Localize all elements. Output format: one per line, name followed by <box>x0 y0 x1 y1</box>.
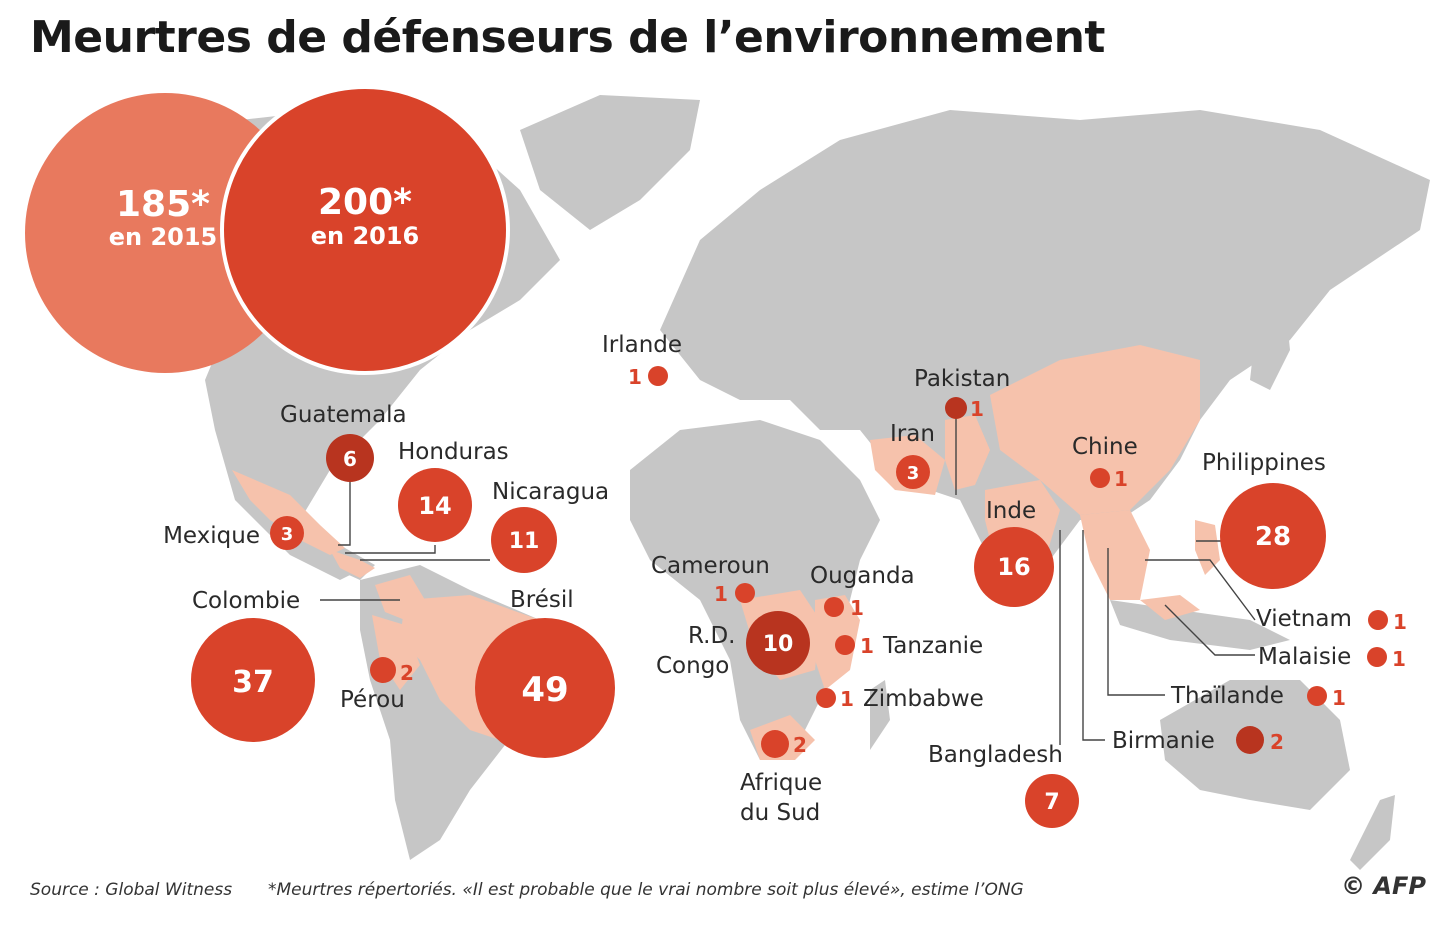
perou-label: Pérou <box>340 687 405 713</box>
chine-count: 1 <box>1114 467 1128 491</box>
iran-count: 3 <box>907 463 920 484</box>
vietnam-count: 1 <box>1393 610 1407 634</box>
footnote: *Meurtres répertoriés. «Il est probable … <box>268 880 1024 900</box>
malaisie-label: Malaisie <box>1258 644 1351 670</box>
source-note: Source : Global Witness <box>30 880 232 900</box>
afp-credit: © AFP <box>1341 872 1426 900</box>
total-2015-value: 185* <box>116 184 210 225</box>
tanzanie-label: Tanzanie <box>882 633 983 659</box>
perou-marker <box>370 657 396 683</box>
bangladesh-count: 7 <box>1044 790 1059 815</box>
inde-count: 16 <box>997 553 1030 581</box>
bresil-label: Brésil <box>510 587 574 613</box>
mexique-count: 3 <box>281 524 294 545</box>
bresil-count: 49 <box>521 670 568 710</box>
philippines-label: Philippines <box>1202 450 1326 476</box>
chine-marker <box>1090 468 1110 488</box>
irlande-label: Irlande <box>602 332 682 358</box>
thailande-count: 1 <box>1332 686 1346 710</box>
vietnam-label: Vietnam <box>1256 606 1352 632</box>
colombie-label: Colombie <box>192 588 300 614</box>
cameroun-count: 1 <box>714 582 728 606</box>
ouganda-count: 1 <box>850 596 864 620</box>
iran-label: Iran <box>890 421 935 447</box>
afrique-du-sud-marker <box>761 730 789 758</box>
malaisie-marker <box>1367 647 1387 667</box>
se-asia-shape <box>1080 510 1150 600</box>
cameroun-label: Cameroun <box>651 553 770 579</box>
thailande-marker <box>1307 686 1327 706</box>
rdcongo-label-2: Congo <box>656 653 729 679</box>
total-2016-value: 200* <box>318 182 412 223</box>
birmanie-marker <box>1236 726 1264 754</box>
mexique-label: Mexique <box>163 523 260 549</box>
colombie-count: 37 <box>232 665 274 700</box>
ouganda-marker <box>824 597 844 617</box>
tanzanie-marker <box>835 635 855 655</box>
irlande-count: 1 <box>628 365 642 389</box>
zimbabwe-label: Zimbabwe <box>863 686 984 712</box>
afrique-du-sud-label-2: du Sud <box>740 800 820 826</box>
rdcongo-count: 10 <box>763 632 794 657</box>
bangladesh-label: Bangladesh <box>928 742 1063 768</box>
vietnam-marker <box>1368 610 1388 630</box>
cameroun-marker <box>735 583 755 603</box>
afrique-du-sud-label: Afrique <box>740 770 822 796</box>
philippines-shape <box>1195 520 1220 575</box>
pakistan-label: Pakistan <box>914 366 1010 392</box>
total-2016-year: en 2016 <box>311 222 420 250</box>
malaisie-count: 1 <box>1392 647 1406 671</box>
guatemala-count: 6 <box>343 447 357 471</box>
tanzanie-count: 1 <box>860 634 874 658</box>
zimbabwe-count: 1 <box>840 687 854 711</box>
birmanie-count: 2 <box>1270 730 1284 754</box>
nicaragua-count: 11 <box>509 529 540 554</box>
total-2015-year: en 2015 <box>109 223 218 251</box>
nicaragua-label: Nicaragua <box>492 479 609 505</box>
ouganda-label: Ouganda <box>810 563 915 589</box>
rdcongo-label: R.D. <box>688 623 736 649</box>
inde-label: Inde <box>986 498 1036 524</box>
zimbabwe-marker <box>816 688 836 708</box>
chine-label: Chine <box>1072 434 1138 460</box>
pakistan-count: 1 <box>970 397 984 421</box>
pakistan-marker <box>945 397 967 419</box>
perou-count: 2 <box>400 661 414 685</box>
honduras-label: Honduras <box>398 439 509 465</box>
philippines-count: 28 <box>1255 522 1291 552</box>
total-2016-bubble: 200* en 2016 <box>222 87 508 373</box>
honduras-count: 14 <box>418 492 451 520</box>
afrique-du-sud-count: 2 <box>793 733 807 757</box>
thailande-label: Thaïlande <box>1170 683 1284 709</box>
guatemala-label: Guatemala <box>280 402 407 428</box>
birmanie-label: Birmanie <box>1112 728 1215 754</box>
irlande-marker <box>648 366 668 386</box>
